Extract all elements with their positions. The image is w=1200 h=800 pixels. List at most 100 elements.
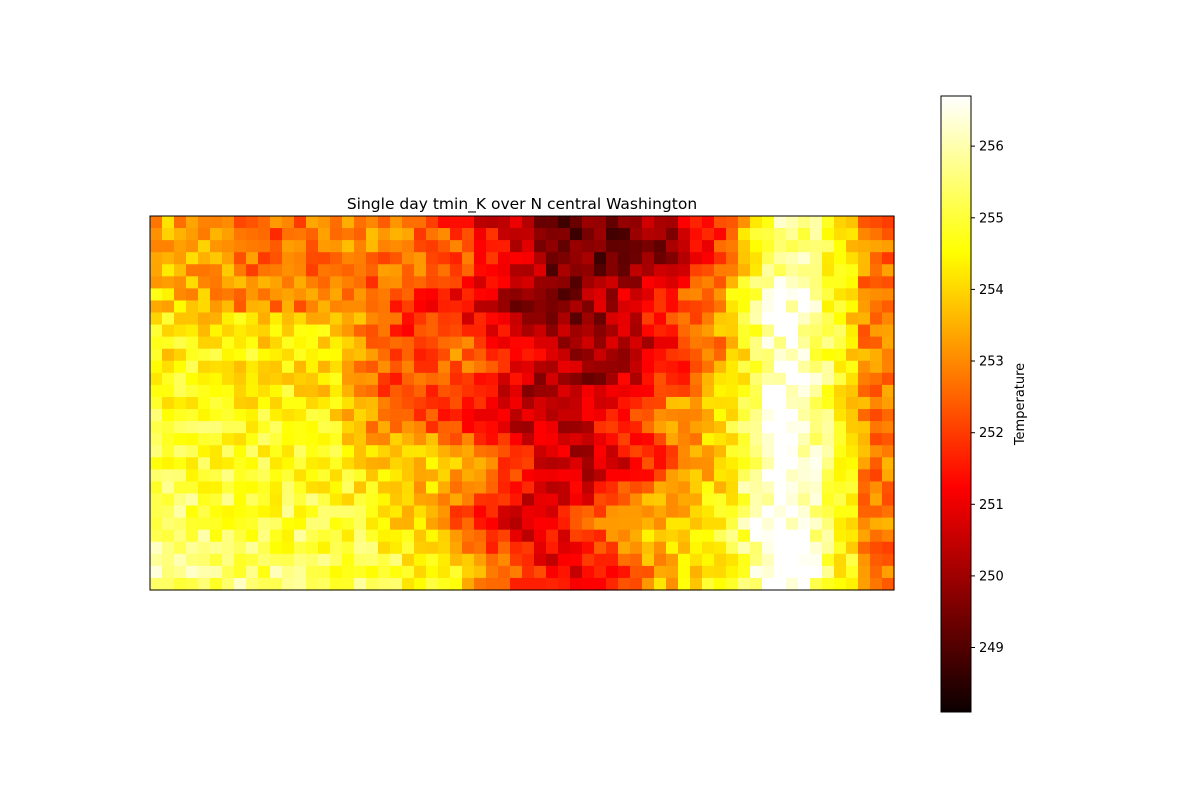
heatmap-cell bbox=[318, 457, 331, 470]
heatmap-cell bbox=[642, 324, 655, 338]
heatmap-cell bbox=[414, 457, 427, 470]
heatmap-cell bbox=[810, 565, 823, 579]
heatmap-cell bbox=[642, 312, 655, 326]
heatmap-cell bbox=[606, 445, 619, 458]
heatmap-cell bbox=[774, 541, 787, 555]
heatmap-cell bbox=[510, 529, 523, 543]
heatmap-cell bbox=[258, 577, 271, 591]
heatmap-cell bbox=[858, 384, 871, 398]
heatmap-cell bbox=[198, 481, 211, 495]
heatmap-cell bbox=[426, 409, 439, 422]
heatmap-cell bbox=[282, 493, 295, 507]
heatmap-cell bbox=[486, 324, 499, 338]
heatmap-cell bbox=[678, 240, 691, 253]
heatmap-cell bbox=[294, 300, 307, 314]
heatmap-cell bbox=[174, 216, 187, 229]
heatmap-cell bbox=[258, 445, 271, 458]
heatmap-cell bbox=[174, 541, 187, 555]
heatmap-cell bbox=[786, 288, 799, 302]
heatmap-cell bbox=[810, 312, 823, 326]
heatmap-cell bbox=[378, 565, 391, 579]
heatmap-cell bbox=[786, 493, 799, 507]
heatmap-cell bbox=[798, 240, 811, 253]
heatmap-cell bbox=[306, 469, 319, 483]
heatmap-cell bbox=[822, 288, 835, 302]
heatmap-cell bbox=[870, 421, 883, 434]
heatmap-cell bbox=[534, 481, 547, 495]
heatmap-cell bbox=[282, 336, 295, 350]
heatmap-cell bbox=[654, 228, 667, 241]
heatmap-cell bbox=[798, 288, 811, 302]
heatmap-cell bbox=[270, 348, 283, 362]
heatmap-cell bbox=[210, 409, 223, 422]
heatmap-cell bbox=[366, 324, 379, 338]
heatmap-cell bbox=[294, 529, 307, 543]
heatmap-cell bbox=[306, 409, 319, 422]
colorbar-tick-label: 256 bbox=[979, 140, 1004, 155]
heatmap-cell bbox=[414, 252, 427, 265]
heatmap-cell bbox=[762, 396, 775, 410]
heatmap-cell bbox=[534, 276, 547, 289]
heatmap-cell bbox=[378, 228, 391, 241]
heatmap-cell bbox=[234, 493, 247, 507]
heatmap-cell bbox=[558, 240, 571, 253]
heatmap-cell bbox=[438, 264, 451, 277]
heatmap-cell bbox=[174, 505, 187, 519]
heatmap-cell bbox=[258, 421, 271, 434]
heatmap-cell bbox=[246, 541, 259, 555]
heatmap-cell bbox=[366, 493, 379, 507]
heatmap-cell bbox=[630, 372, 643, 386]
heatmap-cell bbox=[654, 481, 667, 495]
heatmap-cell bbox=[882, 529, 895, 543]
heatmap-cell bbox=[558, 276, 571, 289]
heatmap-cell bbox=[438, 505, 451, 519]
heatmap-cell bbox=[222, 240, 235, 253]
heatmap-cell bbox=[438, 360, 451, 374]
heatmap-cell bbox=[774, 469, 787, 483]
heatmap-cell bbox=[774, 409, 787, 422]
heatmap-cell bbox=[234, 541, 247, 555]
heatmap-cell bbox=[882, 433, 895, 446]
heatmap-cell bbox=[750, 348, 763, 362]
heatmap-cell bbox=[330, 577, 343, 591]
heatmap-cell bbox=[582, 396, 595, 410]
heatmap-cell bbox=[642, 252, 655, 265]
heatmap-cell bbox=[318, 517, 331, 531]
heatmap-cell bbox=[834, 240, 847, 253]
heatmap-cell bbox=[714, 553, 727, 567]
heatmap-cell bbox=[222, 324, 235, 338]
heatmap-cell bbox=[198, 360, 211, 374]
heatmap-cell bbox=[498, 228, 511, 241]
heatmap-cell bbox=[450, 541, 463, 555]
heatmap-cell bbox=[330, 252, 343, 265]
heatmap-cell bbox=[414, 565, 427, 579]
heatmap-cell bbox=[234, 240, 247, 253]
heatmap-cell bbox=[498, 288, 511, 302]
heatmap-cell bbox=[174, 469, 187, 483]
heatmap-cell bbox=[390, 396, 403, 410]
heatmap-cell bbox=[690, 577, 703, 591]
heatmap-cell bbox=[666, 360, 679, 374]
heatmap-cell bbox=[402, 240, 415, 253]
heatmap-cell bbox=[798, 396, 811, 410]
heatmap-cell bbox=[198, 372, 211, 386]
heatmap-cell bbox=[738, 541, 751, 555]
heatmap-cell bbox=[402, 264, 415, 277]
heatmap-cell bbox=[594, 216, 607, 229]
heatmap-cell bbox=[858, 541, 871, 555]
heatmap-cell bbox=[666, 300, 679, 314]
heatmap-cell bbox=[438, 421, 451, 434]
heatmap-cell bbox=[762, 216, 775, 229]
heatmap-cell bbox=[390, 565, 403, 579]
heatmap-cell bbox=[186, 529, 199, 543]
heatmap-cell bbox=[822, 252, 835, 265]
heatmap-cell bbox=[678, 360, 691, 374]
heatmap-cell bbox=[774, 517, 787, 531]
heatmap-cell bbox=[546, 348, 559, 362]
heatmap-cell bbox=[594, 541, 607, 555]
heatmap-cell bbox=[282, 288, 295, 302]
heatmap-cell bbox=[630, 577, 643, 591]
heatmap-cell bbox=[870, 384, 883, 398]
heatmap-cell bbox=[342, 240, 355, 253]
heatmap-cell bbox=[438, 517, 451, 531]
